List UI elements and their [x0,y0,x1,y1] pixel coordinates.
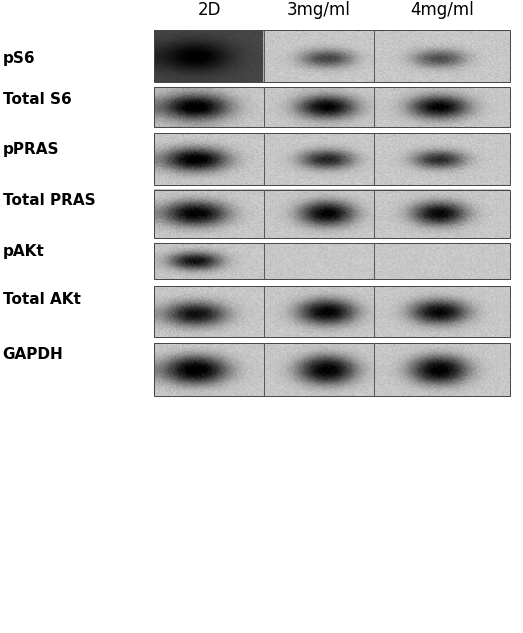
Text: 4mg/ml: 4mg/ml [410,1,474,19]
Text: 3mg/ml: 3mg/ml [287,1,351,19]
Text: Total AKt: Total AKt [3,292,81,307]
Text: pAKt: pAKt [3,244,44,259]
Bar [154,343,510,396]
Bar [154,87,510,127]
Bar [154,30,510,82]
Bar [154,243,510,279]
Text: pS6: pS6 [3,51,35,66]
Text: Total PRAS: Total PRAS [3,193,95,208]
Text: Total S6: Total S6 [3,92,71,107]
Text: GAPDH: GAPDH [3,347,63,362]
Text: pPRAS: pPRAS [3,142,59,157]
Bar [154,190,510,238]
Bar [154,286,510,337]
Text: 2D: 2D [198,1,221,19]
Bar [154,133,510,185]
